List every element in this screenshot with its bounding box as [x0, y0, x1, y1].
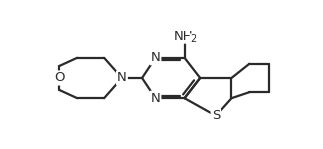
- Text: NH: NH: [173, 30, 193, 43]
- Text: N: N: [151, 92, 160, 105]
- Text: O: O: [54, 72, 65, 84]
- Text: N: N: [151, 51, 160, 64]
- Text: S: S: [212, 109, 220, 122]
- Text: N: N: [117, 72, 127, 84]
- Text: 2: 2: [190, 34, 196, 44]
